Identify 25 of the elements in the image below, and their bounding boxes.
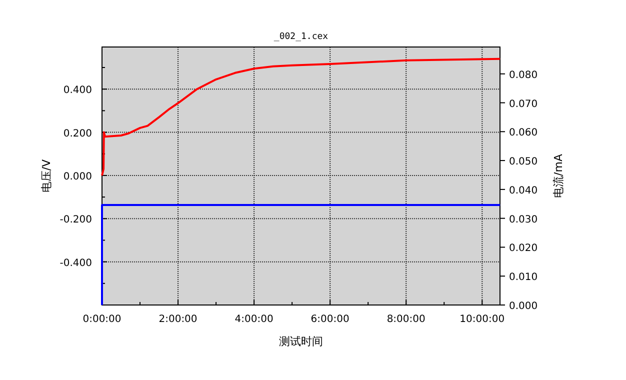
x-tick-label: 4:00:00 — [234, 314, 274, 325]
y2-tick-label: 0.030 — [509, 214, 538, 226]
x-tick-label: 2:00:00 — [158, 314, 198, 325]
x-tick-label: 10:00:00 — [460, 314, 505, 325]
x-tick-label: 0:00:00 — [82, 314, 122, 325]
y-tick-label: 0.200 — [63, 128, 92, 140]
chart-title: _002_1.cex — [274, 32, 329, 42]
y-tick-label: -0.400 — [60, 258, 92, 269]
y2-tick-label: 0.070 — [509, 98, 538, 110]
y2-tick-label: 0.010 — [509, 272, 538, 284]
x-axis-title: 测试时间 — [279, 335, 323, 348]
x-tick-label: 6:00:00 — [310, 314, 350, 325]
line-series — [101, 58, 501, 176]
y2-tick-label: 0.000 — [509, 301, 538, 312]
y2-tick-label: 0.050 — [509, 156, 538, 168]
y-tick-label: 0.000 — [63, 171, 92, 182]
y2-tick-label: 0.020 — [509, 243, 538, 254]
y-tick-label: 0.400 — [63, 85, 92, 96]
y2-tick-label: 0.040 — [509, 185, 538, 196]
x-tick-label: 8:00:00 — [386, 314, 426, 325]
y-tick-label: -0.200 — [60, 214, 92, 226]
y2-axis-title: 电流/mA — [552, 154, 565, 198]
y-axis-title: 电压/V — [40, 158, 53, 193]
y2-tick-label: 0.060 — [509, 128, 538, 139]
y2-tick-label: 0.080 — [509, 70, 538, 81]
